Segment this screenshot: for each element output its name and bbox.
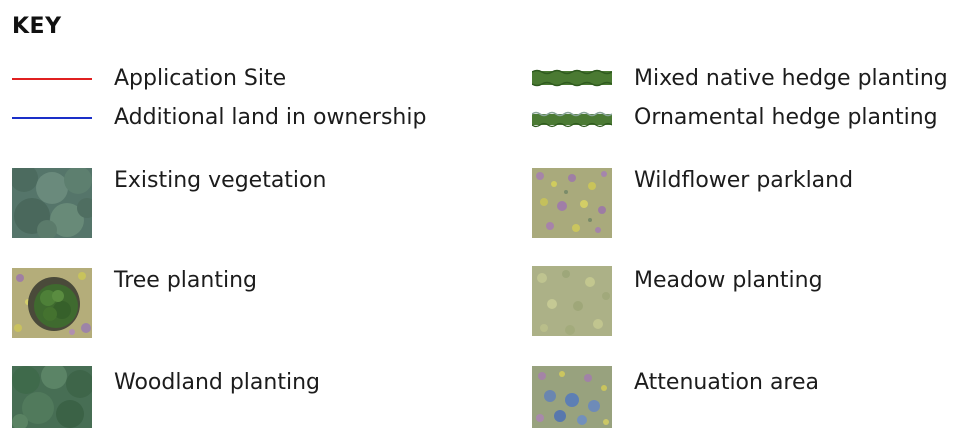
mixed-native-hedge-label: Mixed native hedge planting [634,66,948,91]
existing-vegetation-label: Existing vegetation [114,168,327,193]
attenuation-area-label: Attenuation area [634,370,820,395]
wildflower-parkland-swatch [532,168,612,238]
key-title: KEY [12,14,62,39]
meadow-planting-swatch [532,266,612,336]
additional-land-line-symbol [12,117,92,119]
existing-vegetation-swatch [12,168,92,238]
meadow-planting-label: Meadow planting [634,268,823,293]
additional-land-label: Additional land in ownership [114,105,427,130]
wildflower-parkland-label: Wildflower parkland [634,168,854,193]
application-site-line-symbol [12,78,92,80]
attenuation-area-swatch [532,366,612,436]
tree-planting-swatch [12,268,92,338]
ornamental-hedge-swatch [532,110,612,128]
woodland-planting-swatch [12,366,92,436]
mixed-native-hedge-swatch [532,69,612,87]
ornamental-hedge-label: Ornamental hedge planting [634,105,938,130]
woodland-planting-label: Woodland planting [114,370,320,395]
tree-planting-label: Tree planting [114,268,257,293]
application-site-label: Application Site [114,66,287,91]
